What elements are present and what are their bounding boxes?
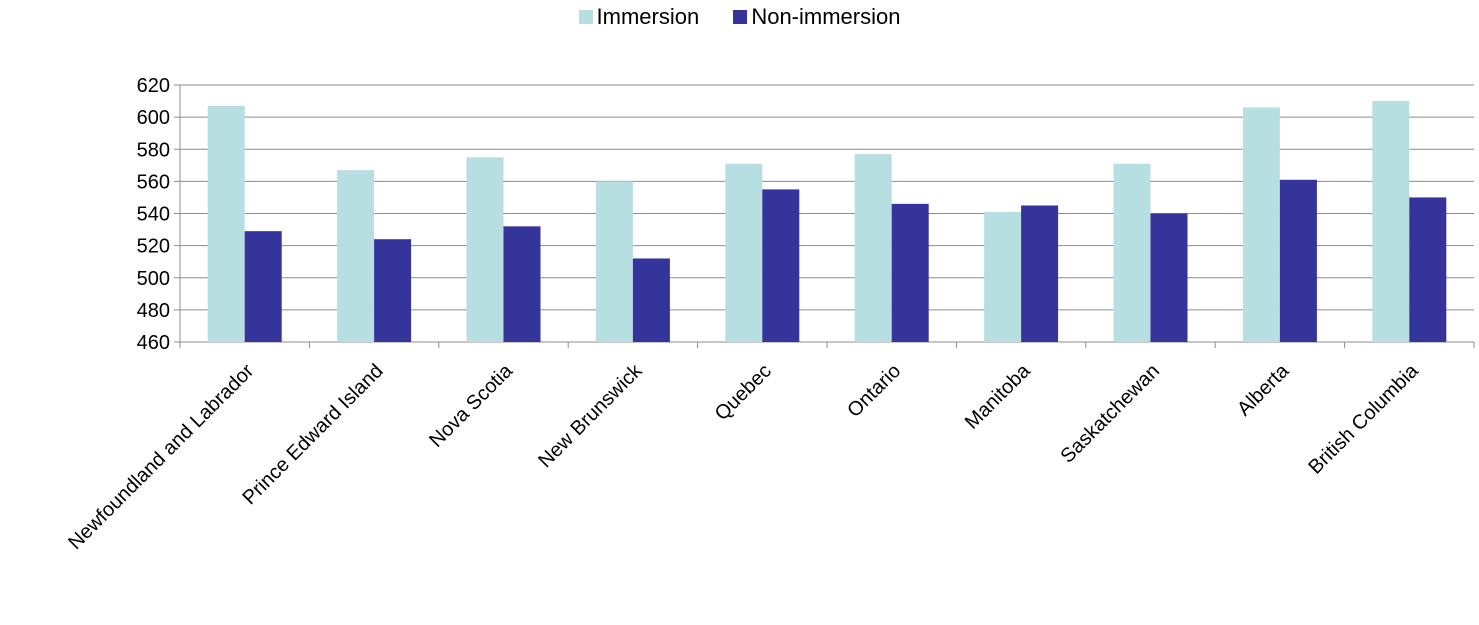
bar-non-immersion	[1021, 205, 1059, 342]
x-tick-label: Manitoba	[961, 359, 1035, 433]
bar-immersion	[1372, 101, 1410, 342]
y-tick-label: 540	[137, 204, 170, 226]
legend-item-non-immersion: Non-immersion	[733, 4, 900, 30]
legend-swatch-immersion	[578, 10, 593, 24]
y-tick-label: 580	[137, 139, 170, 161]
bar-non-immersion	[244, 231, 282, 342]
x-tick-label: Newfoundland and Labrador	[64, 360, 258, 554]
y-tick-label: 560	[137, 171, 170, 193]
y-tick-label: 600	[137, 107, 170, 129]
x-tick-label: Quebec	[711, 360, 776, 425]
bar-immersion	[984, 211, 1022, 342]
x-tick-label: Saskatchewan	[1057, 360, 1165, 468]
x-tick-label: Alberta	[1233, 359, 1294, 420]
x-tick-label: Ontario	[843, 360, 905, 422]
x-tick-label: Prince Edward Island	[238, 360, 387, 509]
bar-immersion	[1113, 163, 1151, 342]
y-tick-label: 460	[137, 332, 170, 354]
bar-immersion	[1242, 107, 1280, 342]
bar-immersion	[207, 105, 245, 342]
x-tick-label: New Brunswick	[534, 359, 647, 472]
y-tick-label: 500	[137, 268, 170, 290]
legend-item-immersion: Immersion	[578, 4, 700, 30]
x-tick-label: Nova Scotia	[425, 359, 517, 451]
y-tick-label: 620	[137, 75, 170, 97]
chart-legend: Immersion Non-immersion	[0, 4, 1479, 30]
y-tick-label: 480	[137, 300, 170, 322]
bar-immersion	[466, 157, 504, 342]
bar-non-immersion	[1150, 213, 1188, 342]
legend-label-immersion: Immersion	[596, 4, 700, 29]
bar-non-immersion	[503, 226, 541, 342]
bar-non-immersion	[632, 258, 670, 342]
x-tick-label: British Columbia	[1304, 359, 1423, 478]
bar-immersion	[337, 170, 375, 342]
bar-non-immersion	[374, 239, 412, 342]
bar-immersion	[595, 181, 633, 342]
legend-label-non-immersion: Non-immersion	[751, 4, 901, 29]
bar-non-immersion	[762, 189, 800, 342]
bar-non-immersion	[1409, 197, 1447, 342]
bar-immersion	[725, 163, 763, 342]
bar-non-immersion	[891, 203, 929, 342]
legend-swatch-non-immersion	[733, 10, 748, 24]
y-tick-label: 520	[137, 236, 170, 258]
bar-non-immersion	[1279, 179, 1317, 342]
bar-immersion	[854, 154, 892, 342]
